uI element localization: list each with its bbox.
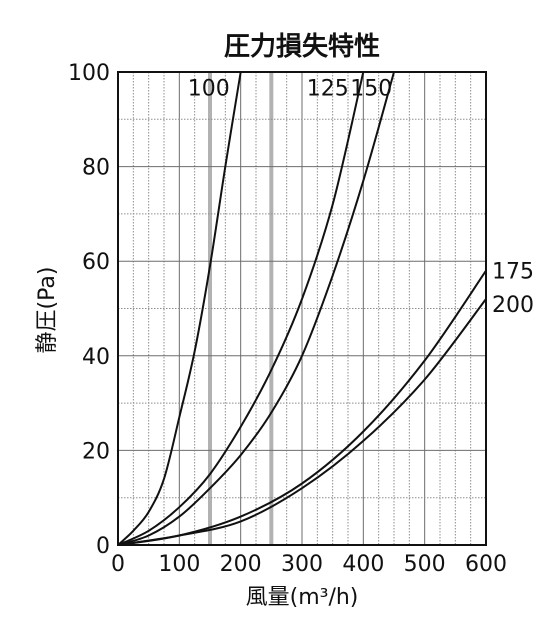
y-axis-ticks: 0 20 40 60 80 100 [68, 61, 110, 559]
x-tick-label: 0 [111, 552, 125, 577]
y-tick-label: 40 [82, 345, 110, 370]
x-tick-label: 400 [342, 552, 384, 577]
series-label-200: 200 [492, 293, 534, 318]
series-line-150 [117, 71, 395, 546]
plot-frame [117, 71, 487, 546]
series-line-200 [117, 298, 487, 546]
x-axis-ticks: 0 100 200 300 400 500 600 [111, 552, 507, 577]
chart-title: 圧力損失特性 [224, 31, 380, 62]
y-tick-label: 20 [82, 439, 110, 464]
series-label-125: 125 [307, 77, 349, 102]
x-tick-label: 100 [158, 552, 200, 577]
series-curves [117, 71, 487, 546]
y-tick-label: 0 [96, 534, 110, 559]
x-axis-label: 風量(m³/h) [246, 585, 359, 610]
y-tick-label: 100 [68, 61, 110, 86]
y-tick-label: 80 [82, 156, 110, 181]
x-tick-label: 600 [465, 552, 507, 577]
series-line-125 [117, 71, 365, 546]
series-line-100 [117, 71, 242, 546]
series-labels: 100 125 150 175 200 [188, 77, 534, 318]
series-label-175: 175 [492, 260, 534, 285]
y-axis-label: 静圧(Pa) [35, 267, 60, 354]
x-tick-label: 200 [220, 552, 262, 577]
series-label-150: 150 [350, 77, 392, 102]
x-tick-label: 300 [281, 552, 323, 577]
x-tick-label: 500 [404, 552, 446, 577]
grid [118, 72, 486, 545]
y-tick-label: 60 [82, 250, 110, 275]
series-label-100: 100 [188, 77, 230, 102]
